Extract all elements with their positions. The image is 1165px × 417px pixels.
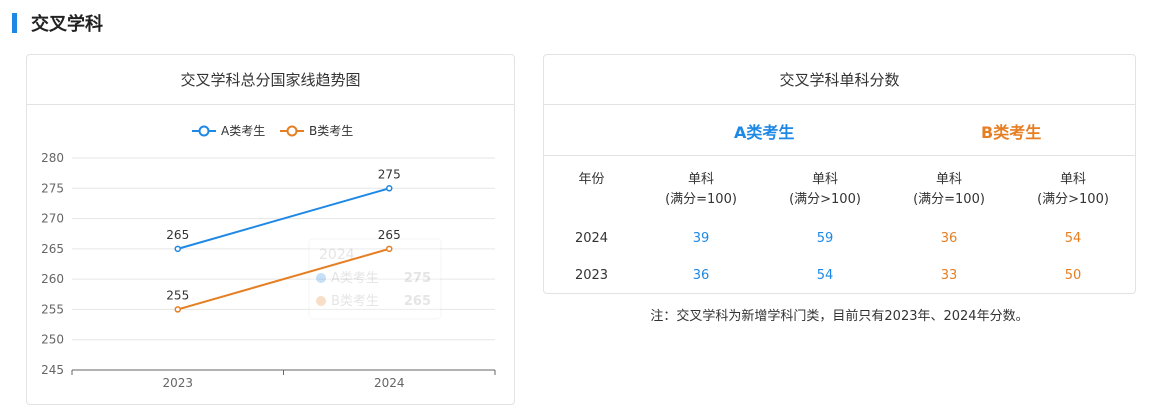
data-point [174, 245, 181, 253]
table-row: 2024 39 59 36 54 [544, 220, 1135, 257]
tooltip-series-name: B类考生 [331, 294, 379, 309]
header-a2: 单科 (满分>100) [763, 158, 887, 220]
data-label: 255 [166, 288, 189, 302]
chart-tooltip: 2024 A类考生 275 B类考生 265 [308, 238, 442, 320]
y-tick-label: 265 [41, 242, 64, 256]
y-tick-label: 255 [41, 302, 64, 316]
data-label: 265 [166, 228, 189, 242]
single-subject-title: 交叉学科单科分数 [544, 55, 1135, 105]
legend-item[interactable]: A类考生 [192, 124, 265, 138]
data-point [174, 306, 181, 313]
tooltip-series-name: A类考生 [331, 271, 379, 286]
header-b2: 单科 (满分>100) [1011, 158, 1135, 220]
row-year: 2023 [574, 268, 609, 283]
cell-a1: 36 [692, 268, 710, 283]
cell-b2: 50 [1064, 268, 1082, 283]
data-label: 275 [378, 167, 401, 181]
cell-a1: 39 [692, 231, 710, 246]
legend-marker [286, 125, 298, 137]
legend-label: A类考生 [221, 124, 265, 138]
y-tick-label: 275 [41, 181, 64, 195]
single-subject-card: 交叉学科单科分数 A类考生 B类考生 年份 单科 (满分=100) 单科 (满分>1… [543, 54, 1136, 294]
section-accent-bar [12, 13, 17, 33]
tooltip-value: 275 [404, 271, 431, 286]
score-table-header: 年份 单科 (满分=100) 单科 (满分>100) 单科 (满分=100) 单科 (满… [544, 158, 1135, 220]
data-point [386, 245, 393, 253]
row-year: 2024 [574, 231, 609, 246]
x-tick-label: 2023 [162, 376, 193, 390]
table-row: 2023 36 54 33 50 [544, 257, 1135, 294]
group-header-row: A类考生 B类考生 [544, 105, 1135, 156]
line-chart[interactable]: 245 250 255 260 265 270 275 280 2023 2024 2024 A类考生… [27, 105, 514, 405]
data-label: 265 [378, 228, 401, 242]
score-table: 年份 单科 (满分=100) 单科 (满分>100) 单科 (满分=100) 单科 (满… [544, 158, 1135, 294]
header-year: 年份 [578, 172, 605, 187]
cell-b2: 54 [1064, 231, 1082, 246]
header-a2-line2: (满分>100) [789, 192, 861, 207]
y-tick-label: 260 [41, 272, 64, 286]
header-a1: 单科 (满分=100) [639, 158, 763, 220]
header-b2-line2: (满分>100) [1037, 192, 1109, 207]
cell-a2: 59 [816, 231, 834, 246]
series-line [177, 187, 390, 250]
header-b1-line2: (满分=100) [913, 192, 985, 207]
legend-item[interactable]: B类考生 [280, 124, 353, 138]
data-point [386, 185, 393, 192]
trend-chart-title: 交叉学科总分国家线趋势图 [27, 55, 514, 105]
series-line [177, 247, 390, 311]
header-a1-line1: 单科 [687, 172, 714, 187]
footnote: 注：交叉学科为新增学科门类，目前只有2023年、2024年分数。 [650, 309, 1029, 324]
cell-a2: 54 [816, 268, 834, 283]
x-tick-label: 2024 [374, 376, 405, 390]
y-tick-label: 245 [41, 363, 64, 377]
header-b1: 单科 (满分=100) [887, 158, 1011, 220]
section-title: 交叉学科 [31, 14, 103, 35]
tooltip-title: 2024 [319, 247, 355, 263]
cell-b1: 33 [940, 268, 958, 283]
cell-b1: 36 [940, 231, 958, 246]
tooltip-value: 265 [404, 294, 431, 309]
y-tick-label: 270 [41, 212, 64, 226]
y-tick-label: 280 [41, 151, 64, 165]
trend-chart-card: 交叉学科总分国家线趋势图 245 250 255 260 265 270 275 280 202… [26, 54, 515, 405]
header-b2-line1: 单科 [1059, 172, 1086, 187]
group-b-label: B类考生 [981, 123, 1042, 142]
tooltip-marker [316, 296, 326, 306]
tooltip-marker [316, 273, 326, 283]
legend-label: B类考生 [309, 124, 353, 138]
group-a-label: A类考生 [734, 123, 795, 142]
header-a1-line2: (满分=100) [665, 192, 737, 207]
legend-marker [198, 125, 210, 137]
header-b1-line1: 单科 [935, 172, 962, 187]
tooltip-box [308, 238, 442, 320]
y-tick-label: 250 [41, 333, 64, 347]
header-a2-line1: 单科 [811, 172, 838, 187]
section-header: 交叉学科 [12, 12, 103, 35]
